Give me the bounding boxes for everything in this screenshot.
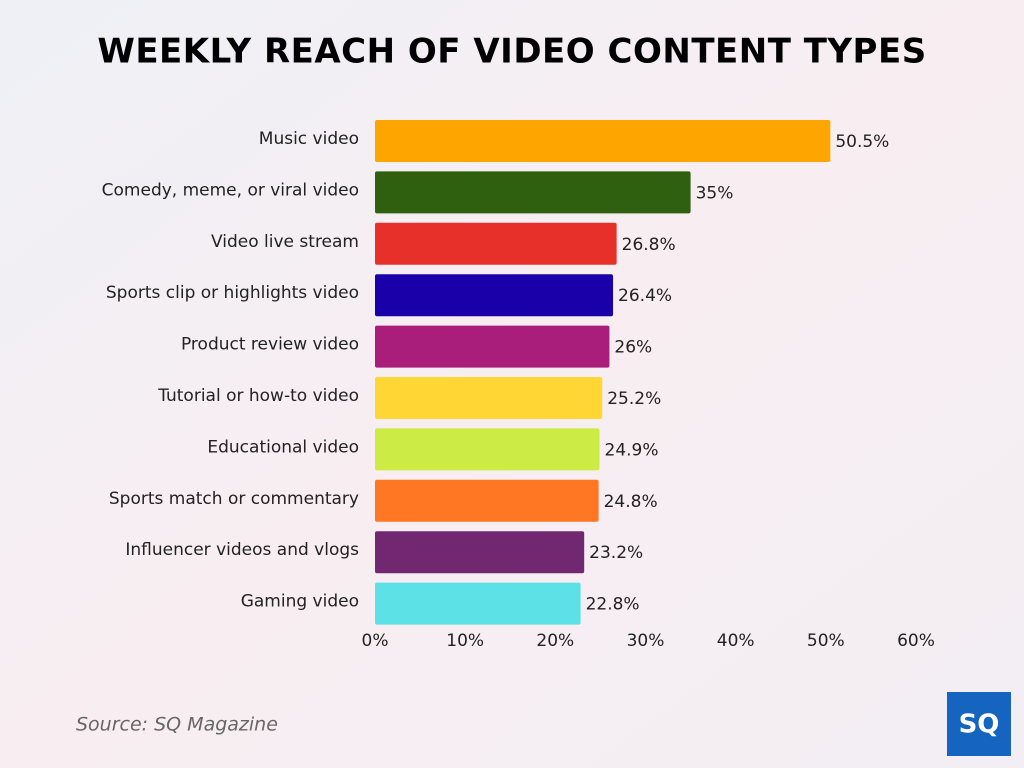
category-label: Sports match or commentary [109,489,359,509]
value-label: 22.8% [586,595,640,615]
value-label: 25.2% [607,389,661,409]
value-label: 26.8% [622,235,676,255]
value-label: 24.8% [604,492,658,512]
bar [375,222,617,265]
x-tick-label: 40% [717,631,755,651]
category-label: Sports clip or highlights video [106,283,359,303]
bar [375,274,614,317]
bar [375,582,581,625]
category-label: Product review video [181,335,359,355]
bar [375,377,603,419]
logo: SQ [959,710,1000,740]
category-label: Comedy, meme, or viral video [102,180,359,200]
x-tick-label: 20% [536,631,574,651]
value-label: 26.4% [618,286,672,306]
bar [375,479,599,522]
bar [375,171,691,214]
category-label: Gaming video [241,592,359,612]
source: Source: SQ Magazine [76,714,278,736]
category-label: Music video [259,129,359,149]
category-label: Video live stream [211,232,359,252]
value-label: 23.2% [589,543,643,563]
category-label: Tutorial or how-to video [157,386,359,406]
x-tick-label: 60% [897,631,935,651]
category-label: Educational video [207,437,359,457]
value-label: 50.5% [835,132,889,152]
bar [375,531,585,574]
category-label: Influencer videos and vlogs [125,540,359,560]
x-tick-label: 0% [362,631,389,651]
bar [375,325,610,368]
value-label: 26% [614,338,652,358]
x-tick-label: 10% [446,631,484,651]
value-label: 35% [696,183,734,203]
x-tick-label: 30% [627,631,665,651]
bar [375,120,831,162]
x-tick-label: 50% [807,631,845,651]
value-label: 24.9% [605,440,659,460]
bar [375,428,600,471]
logo-box [947,692,1011,756]
chart-title: WEEKLY REACH OF VIDEO CONTENT TYPES [97,32,926,72]
